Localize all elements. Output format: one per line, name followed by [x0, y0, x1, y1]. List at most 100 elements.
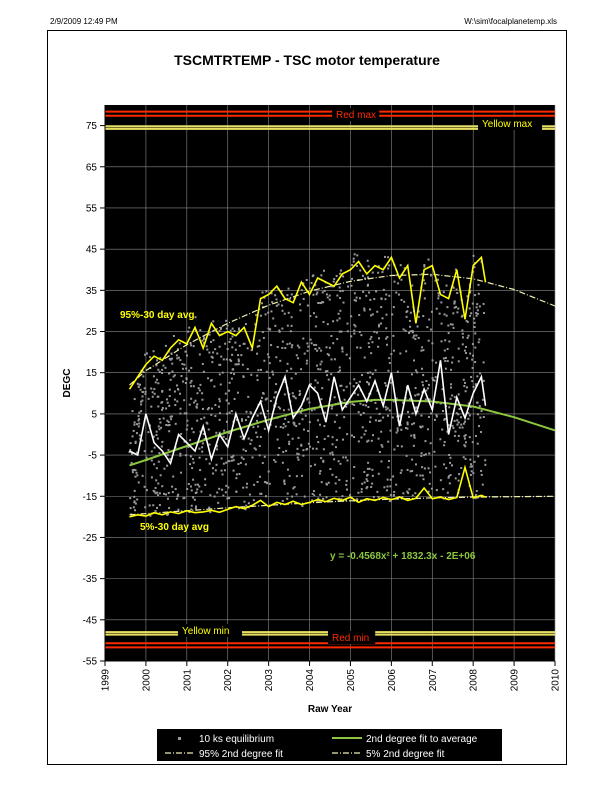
- scatter-point: [480, 469, 483, 472]
- scatter-point: [199, 383, 202, 386]
- scatter-point: [423, 264, 426, 267]
- scatter-point: [476, 442, 479, 445]
- scatter-point: [164, 366, 167, 369]
- scatter-point: [280, 290, 283, 293]
- scatter-point: [342, 456, 345, 459]
- scatter-point: [157, 405, 160, 408]
- scatter-point: [140, 403, 143, 406]
- scatter-point: [425, 380, 428, 383]
- scatter-point: [345, 405, 348, 408]
- scatter-point: [292, 487, 295, 490]
- scatter-point: [320, 398, 323, 401]
- scatter-point: [369, 376, 372, 379]
- scatter-point: [281, 461, 284, 464]
- scatter-point: [136, 474, 139, 477]
- scatter-point: [393, 490, 396, 493]
- scatter-point: [378, 323, 381, 326]
- scatter-point: [228, 389, 231, 392]
- scatter-point: [196, 483, 199, 486]
- scatter-point: [202, 432, 205, 435]
- scatter-point: [385, 337, 388, 340]
- scatter-point: [203, 341, 206, 344]
- scatter-point: [437, 278, 440, 281]
- scatter-point: [290, 377, 293, 380]
- scatter-point: [141, 395, 144, 398]
- scatter-point: [389, 429, 392, 432]
- scatter-point: [463, 385, 466, 388]
- scatter-point: [298, 393, 301, 396]
- scatter-point: [319, 493, 322, 496]
- scatter-point: [287, 408, 290, 411]
- scatter-point: [350, 434, 353, 437]
- scatter-point: [153, 388, 156, 391]
- scatter-point: [129, 442, 132, 445]
- scatter-point: [415, 334, 418, 337]
- scatter-point: [402, 401, 405, 404]
- scatter-point: [320, 481, 323, 484]
- scatter-point: [171, 370, 174, 373]
- scatter-point: [468, 414, 471, 417]
- scatter-point: [337, 371, 340, 374]
- scatter-point: [464, 434, 467, 437]
- scatter-point: [231, 353, 234, 356]
- scatter-point: [366, 259, 369, 262]
- scatter-point: [431, 342, 434, 345]
- scatter-point: [380, 322, 383, 325]
- scatter-point: [242, 375, 245, 378]
- scatter-point: [196, 488, 199, 491]
- scatter-point: [363, 307, 366, 310]
- scatter-point: [441, 409, 444, 412]
- scatter-point: [289, 330, 292, 333]
- scatter-point: [446, 306, 449, 309]
- x-tick-label: 2010: [551, 669, 562, 692]
- scatter-point: [155, 433, 158, 436]
- scatter-point: [176, 400, 179, 403]
- legend-swatch: [178, 737, 181, 740]
- scatter-point: [297, 436, 300, 439]
- scatter-point: [265, 290, 268, 293]
- scatter-point: [317, 441, 320, 444]
- scatter-point: [366, 440, 369, 443]
- scatter-point: [234, 363, 237, 366]
- scatter-point: [409, 311, 412, 314]
- scatter-point: [227, 486, 230, 489]
- scatter-point: [208, 506, 211, 509]
- scatter-point: [306, 397, 309, 400]
- scatter-point: [335, 439, 338, 442]
- scatter-point: [323, 425, 326, 428]
- scatter-point: [406, 468, 409, 471]
- scatter-point: [224, 491, 227, 494]
- scatter-point: [470, 376, 473, 379]
- scatter-point: [176, 495, 179, 498]
- scatter-point: [467, 334, 470, 337]
- scatter-point: [456, 419, 459, 422]
- scatter-point: [318, 423, 321, 426]
- scatter-point: [346, 459, 349, 462]
- scatter-point: [314, 463, 317, 466]
- scatter-point: [281, 499, 284, 502]
- scatter-point: [353, 403, 356, 406]
- scatter-point: [234, 341, 237, 344]
- scatter-point: [333, 458, 336, 461]
- scatter-point: [406, 410, 409, 413]
- scatter-point: [138, 418, 141, 421]
- scatter-point: [273, 459, 276, 462]
- scatter-point: [303, 352, 306, 355]
- scatter-point: [177, 508, 180, 511]
- scatter-point: [430, 310, 433, 313]
- scatter-point: [245, 486, 248, 489]
- scatter-point: [195, 406, 198, 409]
- scatter-point: [212, 351, 215, 354]
- scatter-point: [439, 438, 442, 441]
- scatter-point: [377, 337, 380, 340]
- scatter-point: [237, 360, 240, 363]
- scatter-point: [469, 291, 472, 294]
- scatter-point: [161, 371, 164, 374]
- legend-label: 95% 2nd degree fit: [199, 749, 283, 760]
- scatter-point: [448, 340, 451, 343]
- scatter-point: [327, 354, 330, 357]
- scatter-point: [399, 471, 402, 474]
- scatter-point: [322, 269, 325, 272]
- scatter-point: [297, 357, 300, 360]
- scatter-point: [448, 406, 451, 409]
